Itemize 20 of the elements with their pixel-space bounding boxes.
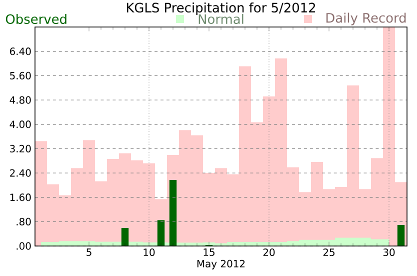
text: Observed <box>6 14 66 24</box>
x-tick-label: 15 <box>204 248 214 256</box>
y-tick-label: 1.60 <box>10 194 31 202</box>
legend-label: Normal <box>198 14 244 24</box>
legend-label: Daily Record <box>326 12 406 26</box>
y-tick-label: 4.00 <box>10 120 31 128</box>
y-tick-label: .00 <box>16 242 31 250</box>
y-tick-label: 6.40 <box>10 48 31 56</box>
x-tick-label: 20 <box>263 248 275 256</box>
x-tick-label: 25 <box>323 248 334 256</box>
x-tick-label: 5 <box>86 248 92 256</box>
x-tick-label: 30 <box>383 248 395 256</box>
y-tick-label: 2.40 <box>10 169 31 177</box>
y-tick-label: 4.80 <box>10 96 31 104</box>
y-tick-label: 3.20 <box>10 144 31 152</box>
chart-title: KGLS Precipitation for 5/2012 <box>126 2 316 16</box>
y-tick-label: .80 <box>16 218 31 226</box>
x-axis-title: May 2012 <box>197 260 245 270</box>
y-tick-label: 5.60 <box>10 72 31 80</box>
x-tick-label: 10 <box>144 248 155 256</box>
